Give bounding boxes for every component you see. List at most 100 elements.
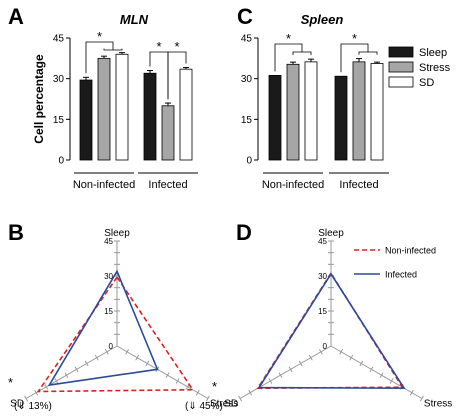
bar bbox=[286, 63, 300, 161]
radar-tick bbox=[125, 348, 130, 355]
legend-swatch bbox=[388, 61, 414, 73]
panel-title-spleen: Spleen bbox=[301, 12, 344, 27]
radar-axis bbox=[239, 345, 332, 399]
legend-swatch bbox=[388, 46, 414, 58]
legend-label: Sleep bbox=[419, 47, 447, 59]
radar-tick bbox=[44, 383, 49, 390]
radar-tick bbox=[165, 372, 170, 379]
radar-tick bbox=[369, 366, 374, 373]
radar-legend: Non-infected Infected bbox=[354, 246, 436, 280]
radar-tick bbox=[339, 348, 344, 355]
bar bbox=[268, 75, 282, 161]
radar-series-non-infected bbox=[36, 275, 195, 393]
radar-axis-label-sd: SD bbox=[224, 399, 238, 410]
sig-star: * bbox=[174, 39, 179, 54]
bar bbox=[115, 53, 129, 161]
radar-series-infected bbox=[257, 272, 406, 390]
y-tick-label: 15 bbox=[53, 115, 65, 126]
radar-tick bbox=[379, 372, 384, 379]
bar bbox=[97, 57, 111, 161]
legend-swatch bbox=[388, 76, 414, 88]
panel-label-a: A bbox=[8, 4, 24, 29]
radar-tick-label: 0 bbox=[109, 342, 114, 351]
bar-chart-c: 0 15 30 45 Non-infected * Infected * bbox=[241, 31, 389, 191]
radar-tick bbox=[24, 395, 29, 402]
radar-tick bbox=[288, 366, 293, 373]
radar-tick bbox=[248, 389, 253, 396]
radar-tick bbox=[64, 372, 69, 379]
y-tick-label: 0 bbox=[246, 156, 252, 167]
radar-tick-label: 15 bbox=[104, 307, 113, 316]
sig-bracket bbox=[274, 43, 303, 72]
sig-star: * bbox=[156, 39, 161, 54]
panel-title-mln: MLN bbox=[120, 12, 149, 27]
radar-series-non-infected bbox=[256, 271, 404, 390]
y-tick-label: 15 bbox=[241, 115, 253, 126]
bar bbox=[370, 63, 384, 161]
radar-tick bbox=[359, 360, 364, 367]
bar bbox=[161, 105, 175, 161]
radar-tick bbox=[318, 348, 323, 355]
radar-tick bbox=[145, 360, 150, 367]
group-label: Non-infected bbox=[73, 179, 135, 191]
bar-chart-a: 0 15 30 45 Cell percentage Non-infected * Infec… bbox=[32, 29, 198, 191]
sig-star: * bbox=[97, 29, 102, 44]
radar-tick bbox=[175, 378, 180, 384]
radar-axis-label-sleep: Sleep bbox=[104, 228, 130, 239]
sig-star: * bbox=[352, 31, 357, 46]
legend-label: Non-infected bbox=[385, 246, 436, 256]
group-label: Infected bbox=[148, 179, 187, 191]
bar-legend: Sleep Stress SD bbox=[388, 46, 451, 89]
bar bbox=[79, 79, 93, 161]
sd-change-annotation: (⇓ 13%) bbox=[14, 401, 52, 412]
radar-tick-label: 45 bbox=[104, 237, 113, 246]
radar-tick-label: 30 bbox=[318, 272, 327, 281]
radar-tick bbox=[104, 348, 109, 355]
radar-axis-label-stress: Stress bbox=[424, 399, 452, 410]
y-tick-label: 45 bbox=[241, 34, 253, 45]
radar-tick-label: 45 bbox=[318, 237, 327, 246]
radar-axis bbox=[116, 345, 209, 399]
y-tick-label: 45 bbox=[53, 34, 65, 45]
sig-sub-bracket bbox=[358, 51, 378, 55]
radar-series-infected bbox=[47, 269, 159, 387]
stress-significance-star: * bbox=[212, 379, 217, 394]
radar-tick bbox=[135, 354, 140, 361]
radar-tick bbox=[419, 395, 424, 402]
radar-tick bbox=[238, 395, 243, 402]
radar-tick bbox=[278, 372, 283, 379]
radar-tick bbox=[349, 354, 354, 361]
radar-tick bbox=[94, 354, 99, 361]
y-tick-label: 30 bbox=[53, 74, 65, 85]
radar-tick bbox=[298, 360, 303, 367]
y-tick-label: 0 bbox=[58, 156, 64, 167]
radar-tick bbox=[389, 378, 394, 384]
sig-sub-bracket bbox=[292, 51, 312, 56]
radar-axis bbox=[25, 345, 118, 399]
panel-label-c: C bbox=[237, 4, 253, 29]
panel-label-b: B bbox=[8, 220, 24, 245]
bar bbox=[179, 68, 193, 161]
radar-tick bbox=[34, 389, 39, 396]
radar-tick bbox=[409, 389, 414, 396]
radar-tick bbox=[195, 389, 200, 396]
bar bbox=[334, 75, 348, 161]
radar-tick bbox=[268, 378, 273, 384]
radar-axis-label-sleep: Sleep bbox=[318, 228, 344, 239]
legend-label: SD bbox=[419, 77, 434, 89]
sd-significance-star: * bbox=[8, 375, 13, 390]
radar-tick bbox=[308, 354, 313, 361]
radar-axis bbox=[330, 345, 423, 399]
bar bbox=[304, 61, 318, 161]
radar-tick-label: 30 bbox=[104, 272, 113, 281]
radar-tick-label: 15 bbox=[318, 307, 327, 316]
bar bbox=[143, 72, 157, 161]
legend-label: Infected bbox=[385, 270, 417, 280]
radar-tick bbox=[74, 366, 79, 373]
panel-label-d: D bbox=[236, 220, 252, 245]
bar bbox=[352, 61, 366, 161]
group-label: Non-infected bbox=[262, 179, 324, 191]
